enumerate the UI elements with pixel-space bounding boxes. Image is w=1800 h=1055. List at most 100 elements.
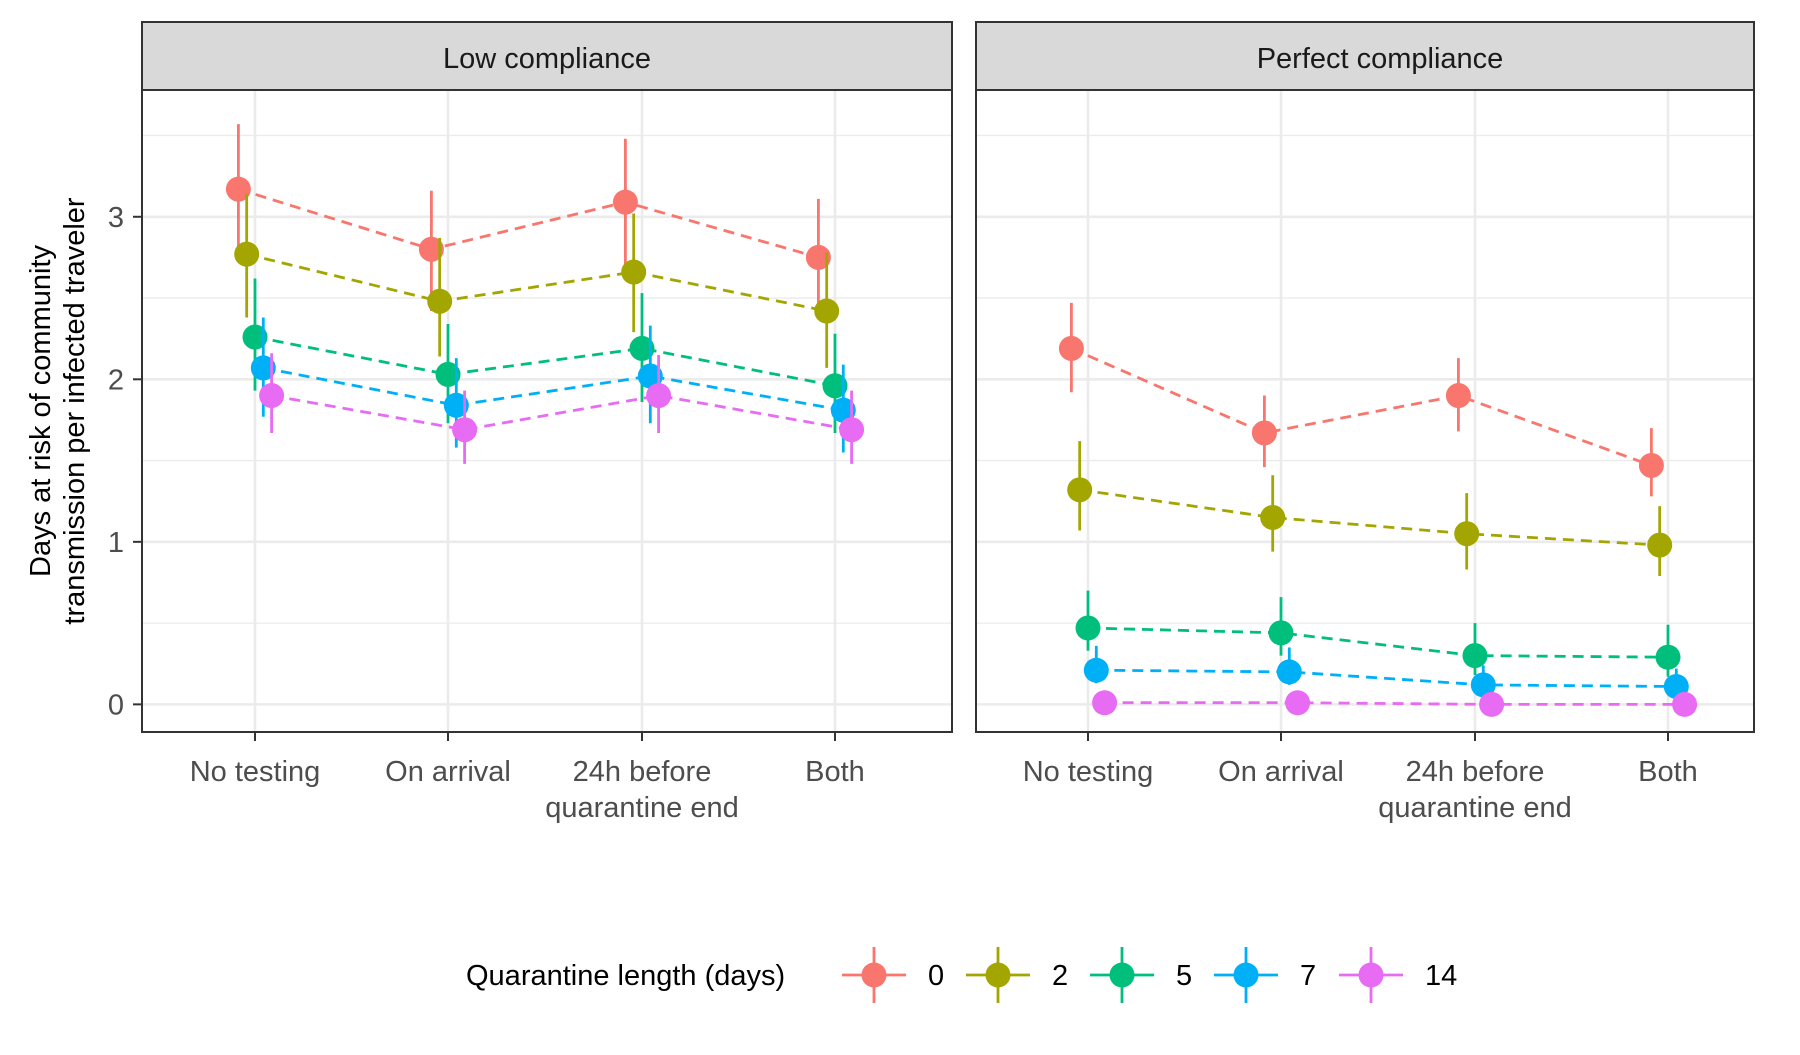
data-point [839, 417, 865, 443]
legend-label: 5 [1176, 960, 1192, 992]
data-point [242, 324, 268, 350]
x-tick-label: No testing [190, 756, 321, 788]
strip-background [975, 21, 1755, 91]
panel-low-compliance: Low compliance No testing On arrival 24h b… [141, 21, 953, 824]
legend-key-point [1233, 962, 1259, 988]
data-point [1083, 657, 1109, 683]
series-0 [1058, 302, 1664, 497]
legend: Quarantine length (days) 0 2 5 7 14 [466, 947, 1457, 1003]
data-point [1479, 691, 1505, 717]
data-point [1251, 420, 1277, 446]
legend-key-5 [1090, 947, 1154, 1003]
data-point [418, 236, 444, 262]
data-point [1470, 672, 1496, 698]
series-line [1079, 488, 1660, 547]
data-point [830, 397, 856, 423]
legend-title: Quarantine length (days) [466, 960, 785, 992]
data-point [814, 298, 840, 324]
legend-key-14 [1339, 947, 1403, 1003]
y-axis: 0 1 2 3 [108, 202, 142, 721]
data-point [612, 189, 638, 215]
data-point [1058, 335, 1084, 361]
y-tick-label: 1 [108, 527, 124, 559]
data-point [1067, 477, 1093, 503]
data-point [1462, 643, 1488, 669]
series-14 [1092, 690, 1698, 717]
x-tick-label: No testing [1023, 756, 1154, 788]
x-tick-label: On arrival [1218, 756, 1344, 788]
legend-key-point [1358, 962, 1384, 988]
series-2 [1067, 441, 1673, 576]
data-point [1638, 452, 1664, 478]
y-tick-label: 2 [108, 364, 124, 396]
data-point [621, 259, 647, 285]
series-line [271, 394, 852, 432]
data-point [259, 383, 285, 409]
data-point [1454, 521, 1480, 547]
plot-border [975, 89, 1755, 733]
y-tick-label: 0 [108, 689, 124, 721]
plot-background [976, 90, 1754, 732]
data-point [1445, 383, 1471, 409]
legend-key-7 [1214, 947, 1278, 1003]
legend-key-2 [966, 947, 1030, 1003]
data-point [1285, 690, 1311, 716]
panel-perfect-compliance: Perfect compliance No testing On arrival 2… [975, 21, 1755, 824]
x-tick-label: On arrival [385, 756, 511, 788]
series-line [254, 335, 836, 388]
legend-label: 14 [1425, 960, 1457, 992]
x-tick-label: quarantine end [1378, 792, 1572, 824]
data-point [225, 176, 251, 202]
data-point [1655, 644, 1681, 670]
x-tick-label: quarantine end [545, 792, 739, 824]
legend-key-point [985, 962, 1011, 988]
data-point [452, 417, 478, 443]
data-point [1268, 620, 1294, 646]
y-tick-label: 3 [108, 202, 124, 234]
legend-label: 0 [928, 960, 944, 992]
panel-title: Perfect compliance [1257, 43, 1504, 75]
y-axis-label-line2: transmission per infected traveler [59, 197, 91, 624]
data-point [1672, 691, 1698, 717]
data-point [1092, 690, 1118, 716]
series-0 [225, 124, 831, 318]
x-tick-label: Both [1638, 756, 1698, 788]
data-point [443, 392, 469, 418]
series-line [1087, 626, 1669, 659]
data-point [805, 244, 831, 270]
series-5 [1075, 590, 1681, 677]
x-tick-label: 24h before [573, 756, 712, 788]
data-point [435, 361, 461, 387]
y-axis-label-line1: Days at risk of community [25, 245, 57, 577]
panel-title: Low compliance [443, 43, 651, 75]
series-line [1070, 347, 1652, 467]
series-2 [234, 194, 840, 368]
series-14 [259, 353, 865, 464]
series-line [1096, 668, 1677, 688]
legend-key-point [861, 962, 887, 988]
series-line [1104, 701, 1685, 706]
data-point [1260, 504, 1286, 530]
legend-key-0 [842, 947, 906, 1003]
legend-label: 2 [1052, 960, 1068, 992]
x-axis: No testing On arrival 24h before quarantine… [1023, 732, 1698, 824]
series-7 [250, 317, 856, 453]
data-point [646, 383, 672, 409]
data-point [822, 373, 848, 399]
data-point [1276, 659, 1302, 685]
data-point [427, 288, 453, 314]
data-point [250, 355, 276, 381]
data-point [629, 335, 655, 361]
plot-background [142, 90, 952, 732]
marks [225, 124, 865, 464]
data-point [637, 363, 663, 389]
series-7 [1083, 645, 1689, 699]
series-line [246, 252, 827, 313]
x-axis: No testing On arrival 24h before quarantine… [190, 732, 865, 824]
series-line [263, 366, 844, 412]
x-tick-label: Both [805, 756, 865, 788]
marks [1058, 302, 1698, 717]
data-point [234, 241, 260, 267]
